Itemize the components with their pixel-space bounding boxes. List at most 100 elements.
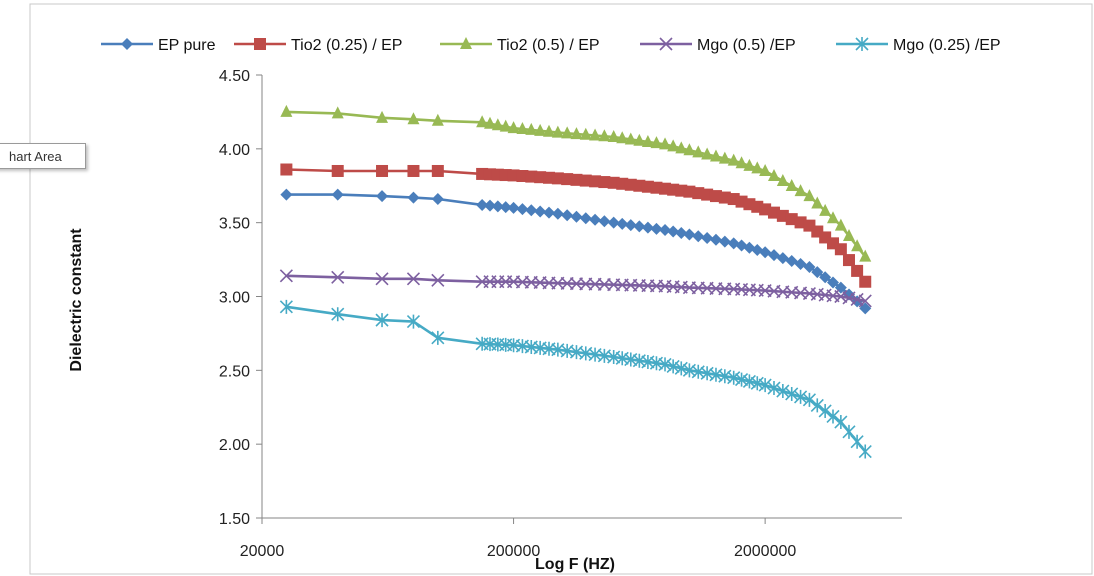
data-point[interactable] (767, 169, 780, 182)
data-point[interactable] (819, 271, 832, 284)
data-point[interactable] (675, 227, 688, 240)
data-point[interactable] (407, 112, 420, 125)
data-point[interactable] (658, 357, 672, 372)
data-point[interactable] (561, 173, 574, 186)
data-point[interactable] (785, 179, 798, 192)
data-point[interactable] (598, 129, 611, 142)
data-point[interactable] (570, 210, 583, 223)
data-point[interactable] (851, 264, 864, 277)
data-point[interactable] (331, 164, 344, 177)
data-point[interactable] (727, 370, 741, 385)
data-point[interactable] (759, 246, 772, 259)
data-point[interactable] (633, 133, 646, 146)
data-point[interactable] (803, 260, 816, 273)
data-point[interactable] (616, 217, 629, 230)
data-point[interactable] (551, 172, 564, 185)
data-point[interactable] (431, 273, 445, 287)
data-point[interactable] (534, 205, 547, 218)
data-point[interactable] (280, 188, 293, 201)
data-point[interactable] (476, 198, 489, 211)
data-point[interactable] (742, 374, 756, 389)
data-point[interactable] (834, 289, 848, 304)
data-point[interactable] (279, 299, 293, 314)
data-point[interactable] (850, 434, 864, 449)
data-point[interactable] (375, 313, 389, 328)
data-point[interactable] (280, 163, 293, 176)
data-point[interactable] (516, 203, 529, 216)
data-point[interactable] (701, 232, 714, 245)
data-point[interactable] (551, 207, 564, 220)
data-point[interactable] (407, 164, 420, 177)
data-point[interactable] (842, 291, 856, 305)
data-point[interactable] (650, 136, 663, 149)
data-point[interactable] (406, 314, 421, 329)
data-point[interactable] (551, 125, 564, 138)
data-point[interactable] (499, 119, 512, 132)
data-point[interactable] (666, 359, 680, 374)
data-point[interactable] (692, 145, 705, 158)
data-point[interactable] (701, 147, 714, 160)
data-point[interactable] (834, 243, 847, 256)
data-point[interactable] (331, 307, 345, 322)
data-point[interactable] (624, 132, 637, 145)
data-point[interactable] (718, 151, 731, 164)
data-point[interactable] (743, 158, 756, 171)
data-point[interactable] (785, 386, 799, 401)
data-point[interactable] (667, 225, 680, 238)
data-point[interactable] (859, 275, 872, 288)
data-point[interactable] (633, 220, 646, 233)
data-point[interactable] (850, 292, 864, 307)
data-point[interactable] (802, 392, 816, 407)
data-point[interactable] (543, 206, 556, 219)
data-point[interactable] (776, 384, 790, 399)
data-point[interactable] (810, 398, 824, 413)
data-point[interactable] (516, 122, 529, 135)
data-point[interactable] (624, 219, 637, 232)
data-point[interactable] (855, 37, 869, 51)
data-point[interactable] (561, 126, 574, 139)
data-point[interactable] (406, 272, 421, 286)
data-point[interactable] (279, 269, 293, 283)
data-point[interactable] (431, 330, 445, 345)
data-point[interactable] (826, 409, 840, 424)
data-point[interactable] (827, 211, 840, 224)
data-point[interactable] (280, 104, 293, 117)
data-point[interactable] (331, 270, 345, 284)
data-point[interactable] (376, 110, 389, 123)
data-point[interactable] (507, 201, 520, 214)
data-point[interactable] (750, 376, 764, 391)
data-point[interactable] (659, 224, 672, 237)
data-point[interactable] (851, 239, 864, 252)
data-point[interactable] (641, 134, 654, 147)
data-point[interactable] (650, 222, 663, 235)
data-point[interactable] (598, 215, 611, 228)
data-point[interactable] (376, 164, 389, 177)
data-point[interactable] (734, 372, 749, 387)
data-point[interactable] (375, 272, 389, 286)
data-point[interactable] (758, 378, 772, 393)
data-point[interactable] (842, 228, 855, 241)
data-point[interactable] (842, 254, 855, 267)
data-point[interactable] (589, 175, 602, 188)
data-point[interactable] (794, 184, 807, 197)
data-point[interactable] (803, 189, 816, 202)
data-point[interactable] (534, 123, 547, 136)
data-point[interactable] (607, 130, 620, 143)
data-point[interactable] (525, 122, 538, 135)
data-point[interactable] (254, 38, 266, 50)
data-point[interactable] (589, 213, 602, 226)
data-point[interactable] (683, 228, 696, 241)
data-point[interactable] (579, 212, 592, 225)
data-point[interactable] (561, 209, 574, 222)
data-point[interactable] (834, 218, 847, 231)
data-point[interactable] (842, 424, 856, 439)
data-point[interactable] (759, 163, 772, 176)
data-point[interactable] (121, 38, 133, 50)
data-point[interactable] (735, 156, 748, 169)
data-point[interactable] (460, 37, 472, 49)
data-point[interactable] (579, 127, 592, 140)
data-point[interactable] (659, 137, 672, 150)
data-point[interactable] (641, 221, 654, 234)
data-point[interactable] (579, 174, 592, 187)
data-point[interactable] (675, 141, 688, 154)
